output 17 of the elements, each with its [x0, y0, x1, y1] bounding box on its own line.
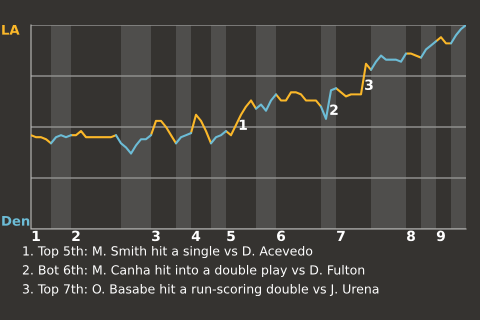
x-tick-label: 7	[337, 230, 345, 241]
x-tick-label: 2	[72, 230, 80, 241]
text: 1. Top 5th: M. Smith hit a single vs D. Acevedo	[23, 246, 312, 258]
text: 3. Top 7th: O. Basabe hit a run-scoring double vs J. Urena	[22, 284, 378, 296]
x-tick-label: 9	[436, 230, 445, 242]
annotation: 1	[240, 120, 247, 130]
x-tick-label: 6	[277, 230, 286, 242]
x-tick-label: 4	[192, 230, 200, 241]
text: 2. Bot 6th: M. Canha hit into a double play vs D. Fulton	[22, 264, 364, 278]
x-tick-label: 3	[152, 230, 160, 242]
text: Den	[2, 216, 30, 226]
x-tick-label: 5	[227, 230, 235, 242]
x-tick-label: 8	[407, 230, 415, 242]
x-tick-label: 1	[32, 230, 40, 241]
text: LA	[2, 25, 20, 35]
annotation: 3	[365, 80, 373, 90]
annotation: 2	[330, 104, 338, 115]
